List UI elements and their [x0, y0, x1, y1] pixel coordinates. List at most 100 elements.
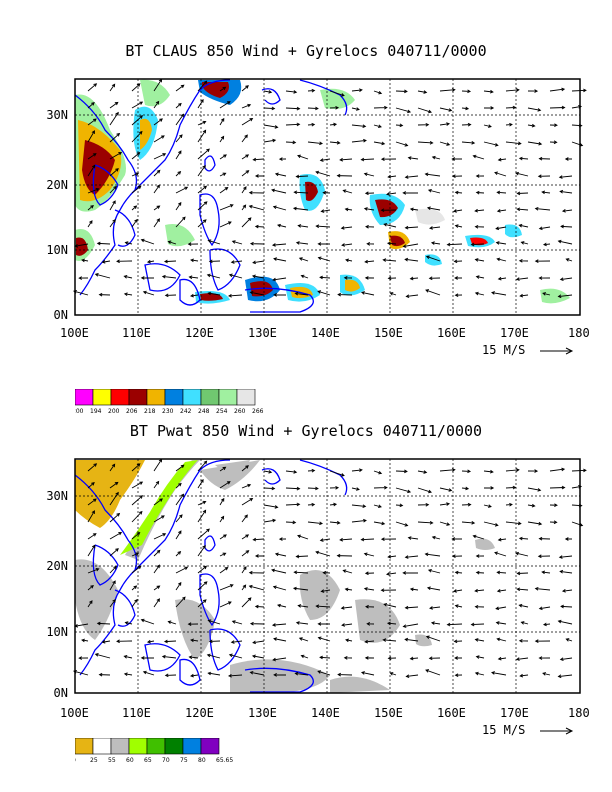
wind-arrow: [571, 521, 584, 527]
wind-arrow: [263, 106, 276, 111]
wind-arrow: [474, 258, 485, 262]
wind-arrow: [175, 514, 183, 523]
wind-arrow: [351, 487, 360, 491]
wind-arrow: [219, 497, 225, 506]
wind-arrow: [518, 603, 529, 608]
wind-arrow: [254, 554, 265, 558]
wind-arrow: [417, 107, 432, 114]
map2-frame: [74, 458, 581, 694]
wind-arrow: [439, 468, 456, 472]
wind-arrow: [219, 466, 227, 472]
wind-arrow: [565, 638, 573, 642]
wind-arrow: [206, 273, 221, 279]
map1-lat-0n: 0N: [53, 308, 68, 322]
wind-arrow: [273, 637, 287, 642]
wind-arrow: [345, 638, 353, 643]
wind-arrow: [505, 502, 513, 507]
wind-arrow: [96, 621, 111, 626]
wind-arrow: [409, 276, 419, 281]
wind-arrow: [475, 174, 485, 178]
wind-arrow: [273, 257, 287, 262]
wind-arrow: [483, 141, 499, 147]
wind-arrow: [549, 503, 558, 507]
wind-arrow: [537, 174, 551, 179]
wind-arrow: [197, 148, 210, 160]
wind-arrow: [329, 502, 338, 507]
wind-arrow: [131, 495, 144, 506]
wind-arrow: [364, 276, 375, 280]
map2-title: BT Pwat 850 Wind + Gyrelocs 040711/0000: [129, 422, 483, 440]
wind-arrow: [538, 276, 551, 280]
wind-arrow: [153, 135, 165, 143]
wind-arrow: [559, 569, 573, 574]
wind-arrow: [272, 277, 287, 282]
wind-arrow: [109, 111, 119, 126]
map2-lon-160e: 160E: [437, 706, 466, 720]
wind-arrow: [329, 105, 340, 110]
wind-arrow: [248, 190, 265, 195]
wind-arrow: [292, 206, 309, 211]
wind-arrow: [395, 141, 409, 147]
wind-arrow: [197, 185, 208, 194]
wind-arrow: [109, 598, 116, 608]
wind-arrow: [451, 174, 463, 179]
wind-arrow: [254, 224, 265, 229]
wind-arrow: [549, 123, 558, 127]
wind-arrow: [527, 89, 539, 93]
wind-arrow: [273, 673, 287, 677]
wind-arrow: [231, 620, 243, 625]
wind-arrow: [219, 86, 227, 92]
wind-arrow: [164, 293, 177, 298]
wind-arrow: [452, 209, 463, 213]
wind-arrow: [197, 201, 208, 211]
wind-arrow: [249, 621, 265, 626]
wind-arrow: [131, 598, 138, 608]
wind-arrow: [527, 487, 542, 492]
wind-arrow: [559, 189, 573, 194]
wind-arrow: [454, 570, 463, 575]
wind-arrow: [387, 276, 397, 281]
wind-arrow: [322, 570, 331, 575]
legend-label: 60: [126, 757, 134, 764]
wind-arrow: [241, 534, 250, 540]
wind-arrow: [496, 190, 507, 195]
wind-arrow: [109, 185, 117, 194]
wind-arrow: [483, 469, 494, 474]
wind-arrow: [426, 206, 441, 211]
wind-arrow: [124, 241, 133, 245]
wind-arrow: [364, 656, 375, 660]
wind-arrow: [475, 275, 485, 279]
wind-arrow: [164, 673, 177, 678]
wind-arrow: [451, 157, 463, 161]
wind-arrow: [373, 504, 382, 509]
wind-arrow: [153, 515, 165, 523]
legend-label: 80: [198, 757, 206, 764]
wind-arrow: [307, 521, 324, 526]
map2-legend-bar: 0 25 55 60 65 70 75 80 65.65: [72, 737, 233, 764]
wind-arrow: [491, 291, 507, 296]
wind-arrow: [424, 552, 441, 557]
wind-arrow: [295, 241, 309, 245]
wind-arrow: [454, 190, 463, 195]
wind-arrow: [123, 275, 133, 279]
wind-arrow: [285, 106, 301, 111]
wind-arrow: [461, 122, 472, 127]
wind-arrow: [131, 481, 144, 489]
wind-arrow: [561, 589, 573, 593]
wind-arrow: [315, 604, 331, 609]
legend-label: 194: [90, 408, 102, 415]
wind-arrow: [430, 621, 441, 625]
wind-arrow: [497, 656, 507, 661]
wind-arrow: [153, 498, 163, 506]
wind-arrow: [241, 566, 247, 574]
wind-arrow: [404, 257, 419, 262]
wind-arrow: [153, 598, 160, 608]
wind-arrow: [534, 639, 551, 643]
wind-arrow: [395, 469, 408, 474]
map1-wind-vectors: [73, 78, 587, 299]
wind-arrow: [307, 141, 324, 146]
wind-arrow: [341, 243, 353, 247]
wind-arrow: [483, 89, 494, 94]
wind-arrow: [87, 600, 93, 608]
wind-arrow: [317, 290, 331, 296]
